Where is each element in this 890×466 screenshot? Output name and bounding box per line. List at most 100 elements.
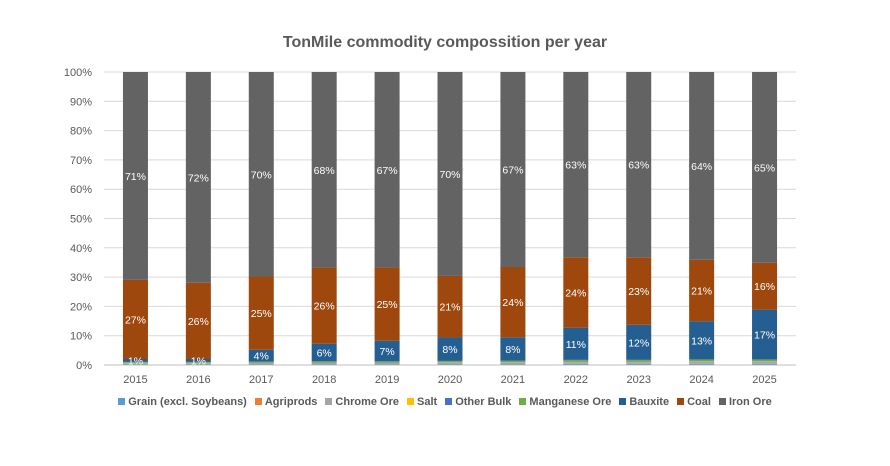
bar-segment	[626, 359, 652, 362]
bar-segment	[122, 364, 148, 365]
data-label: 21%	[439, 302, 460, 314]
bar-segment	[563, 327, 589, 360]
x-tick-label: 2022	[564, 374, 588, 386]
legend-item: Salt	[407, 396, 437, 408]
bar-segment	[122, 361, 148, 363]
bar-segment	[500, 72, 526, 267]
y-tick-label: 40%	[70, 243, 92, 255]
legend-swatch	[254, 397, 262, 405]
x-tick-label: 2020	[438, 374, 462, 386]
bar-segment	[185, 282, 211, 359]
legend-swatch	[118, 397, 126, 405]
bar-segment	[500, 364, 526, 365]
bar-segment	[248, 361, 274, 363]
data-label: 70%	[251, 169, 272, 181]
legend-item: Chrome Ore	[325, 396, 399, 408]
data-label: 25%	[251, 308, 272, 320]
y-tick-label: 100%	[64, 67, 92, 79]
bar-segment	[689, 364, 715, 365]
y-tick-label: 10%	[70, 331, 92, 343]
y-tick-label: 0%	[76, 360, 92, 372]
data-label: 63%	[628, 160, 649, 172]
bar-segment	[248, 364, 274, 365]
data-label: 8%	[442, 344, 457, 356]
bar-segment	[437, 360, 463, 363]
bar-segment	[122, 279, 148, 359]
x-axis: 2015 2016 2017 2018 2019 2020 2021 2022 2023 2024…	[123, 374, 777, 386]
bar-segment	[374, 362, 400, 365]
bar-segment	[563, 364, 589, 365]
x-tick-label: 2015	[123, 374, 147, 386]
legend-swatch	[718, 397, 726, 405]
bar-segment	[248, 362, 274, 365]
bar-segment	[122, 363, 148, 365]
bar-segment	[500, 337, 526, 361]
data-label: 21%	[691, 286, 712, 298]
bar-segment	[437, 275, 463, 338]
bar-segment	[185, 361, 211, 363]
bar-segment	[311, 361, 337, 363]
data-label: 4%	[254, 351, 269, 363]
bar-segment	[626, 364, 652, 365]
legend-swatch	[325, 397, 333, 405]
y-tick-label: 70%	[70, 155, 92, 167]
data-label: 72%	[188, 172, 209, 184]
data-label: 8%	[505, 344, 520, 356]
data-label: 64%	[691, 161, 712, 173]
x-tick-label: 2025	[752, 374, 776, 386]
bar-segment	[500, 360, 526, 363]
bar-segment	[563, 362, 589, 364]
legend-swatch	[619, 397, 627, 405]
bar-segment	[185, 72, 211, 283]
bar-segment	[689, 361, 715, 364]
bar-segment	[752, 72, 778, 263]
legend-swatch	[445, 397, 453, 405]
bar-segment	[122, 72, 148, 280]
x-tick-label: 2016	[186, 374, 210, 386]
legend-item: Grain (excl. Soybeans)	[118, 396, 247, 408]
legend-label: Agriprods	[264, 396, 318, 408]
bar-segment	[689, 359, 715, 362]
legend-label: Other Bulk	[455, 396, 512, 408]
bar-segment	[374, 267, 400, 341]
data-label: 26%	[188, 316, 209, 328]
bar-segment	[626, 324, 652, 360]
x-tick-label: 2021	[501, 374, 525, 386]
bar-segment	[752, 364, 778, 365]
data-label: 6%	[317, 348, 332, 360]
y-tick-label: 90%	[70, 96, 92, 108]
data-label: 63%	[565, 160, 586, 172]
legend-item: Iron Ore	[718, 396, 772, 408]
bar-segment	[374, 340, 400, 362]
legend-label: Iron Ore	[728, 396, 772, 408]
data-label: 17%	[754, 330, 775, 342]
data-label: 24%	[502, 297, 523, 309]
bar-segment	[626, 257, 652, 325]
legend-label: Chrome Ore	[335, 396, 399, 408]
chart-title: TonMile commodity compossition per year	[282, 34, 608, 51]
x-tick-label: 2017	[249, 374, 273, 386]
x-tick-label: 2024	[689, 374, 713, 386]
bar-segment	[185, 364, 211, 365]
bars	[122, 72, 778, 365]
data-label: 16%	[754, 281, 775, 293]
y-axis: 0% 10% 20% 30% 40% 50% 60% 70% 80% 90% 100%	[64, 67, 92, 372]
bar-segment	[437, 364, 463, 365]
data-label: 67%	[502, 164, 523, 176]
bar-segment	[437, 72, 463, 276]
data-label: 1%	[191, 355, 206, 367]
y-tick-label: 60%	[70, 184, 92, 196]
x-tick-label: 2023	[626, 374, 650, 386]
data-label: 70%	[439, 169, 460, 181]
legend-label: Manganese Ore	[529, 396, 612, 408]
bar-segment	[248, 72, 274, 277]
bar-segment	[626, 362, 652, 364]
bar-segment	[374, 361, 400, 363]
y-tick-label: 20%	[70, 301, 92, 313]
data-label: 1%	[128, 355, 143, 367]
bar-segment	[374, 72, 400, 268]
data-label: 27%	[125, 314, 146, 326]
bar-segment	[500, 266, 526, 338]
data-label: 26%	[314, 301, 335, 313]
